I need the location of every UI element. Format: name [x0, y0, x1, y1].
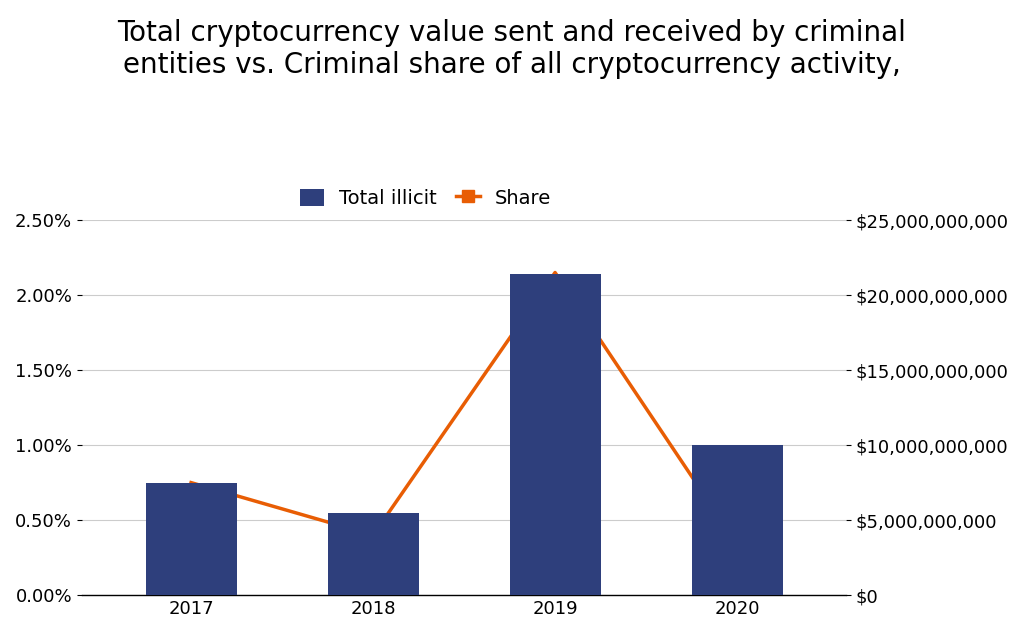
- Legend: Total illicit, Share: Total illicit, Share: [293, 181, 559, 216]
- Share: [549, 269, 561, 277]
- Share: [731, 541, 743, 548]
- Text: Total cryptocurrency value sent and received by criminal
entities vs. Criminal s: Total cryptocurrency value sent and rece…: [118, 19, 906, 79]
- Share: [185, 479, 198, 486]
- Bar: [145, 482, 237, 595]
- Bar: [328, 513, 419, 595]
- Line: Share: Share: [191, 273, 737, 544]
- Bar: [510, 274, 600, 595]
- Bar: [691, 445, 782, 595]
- Share: [367, 531, 379, 539]
